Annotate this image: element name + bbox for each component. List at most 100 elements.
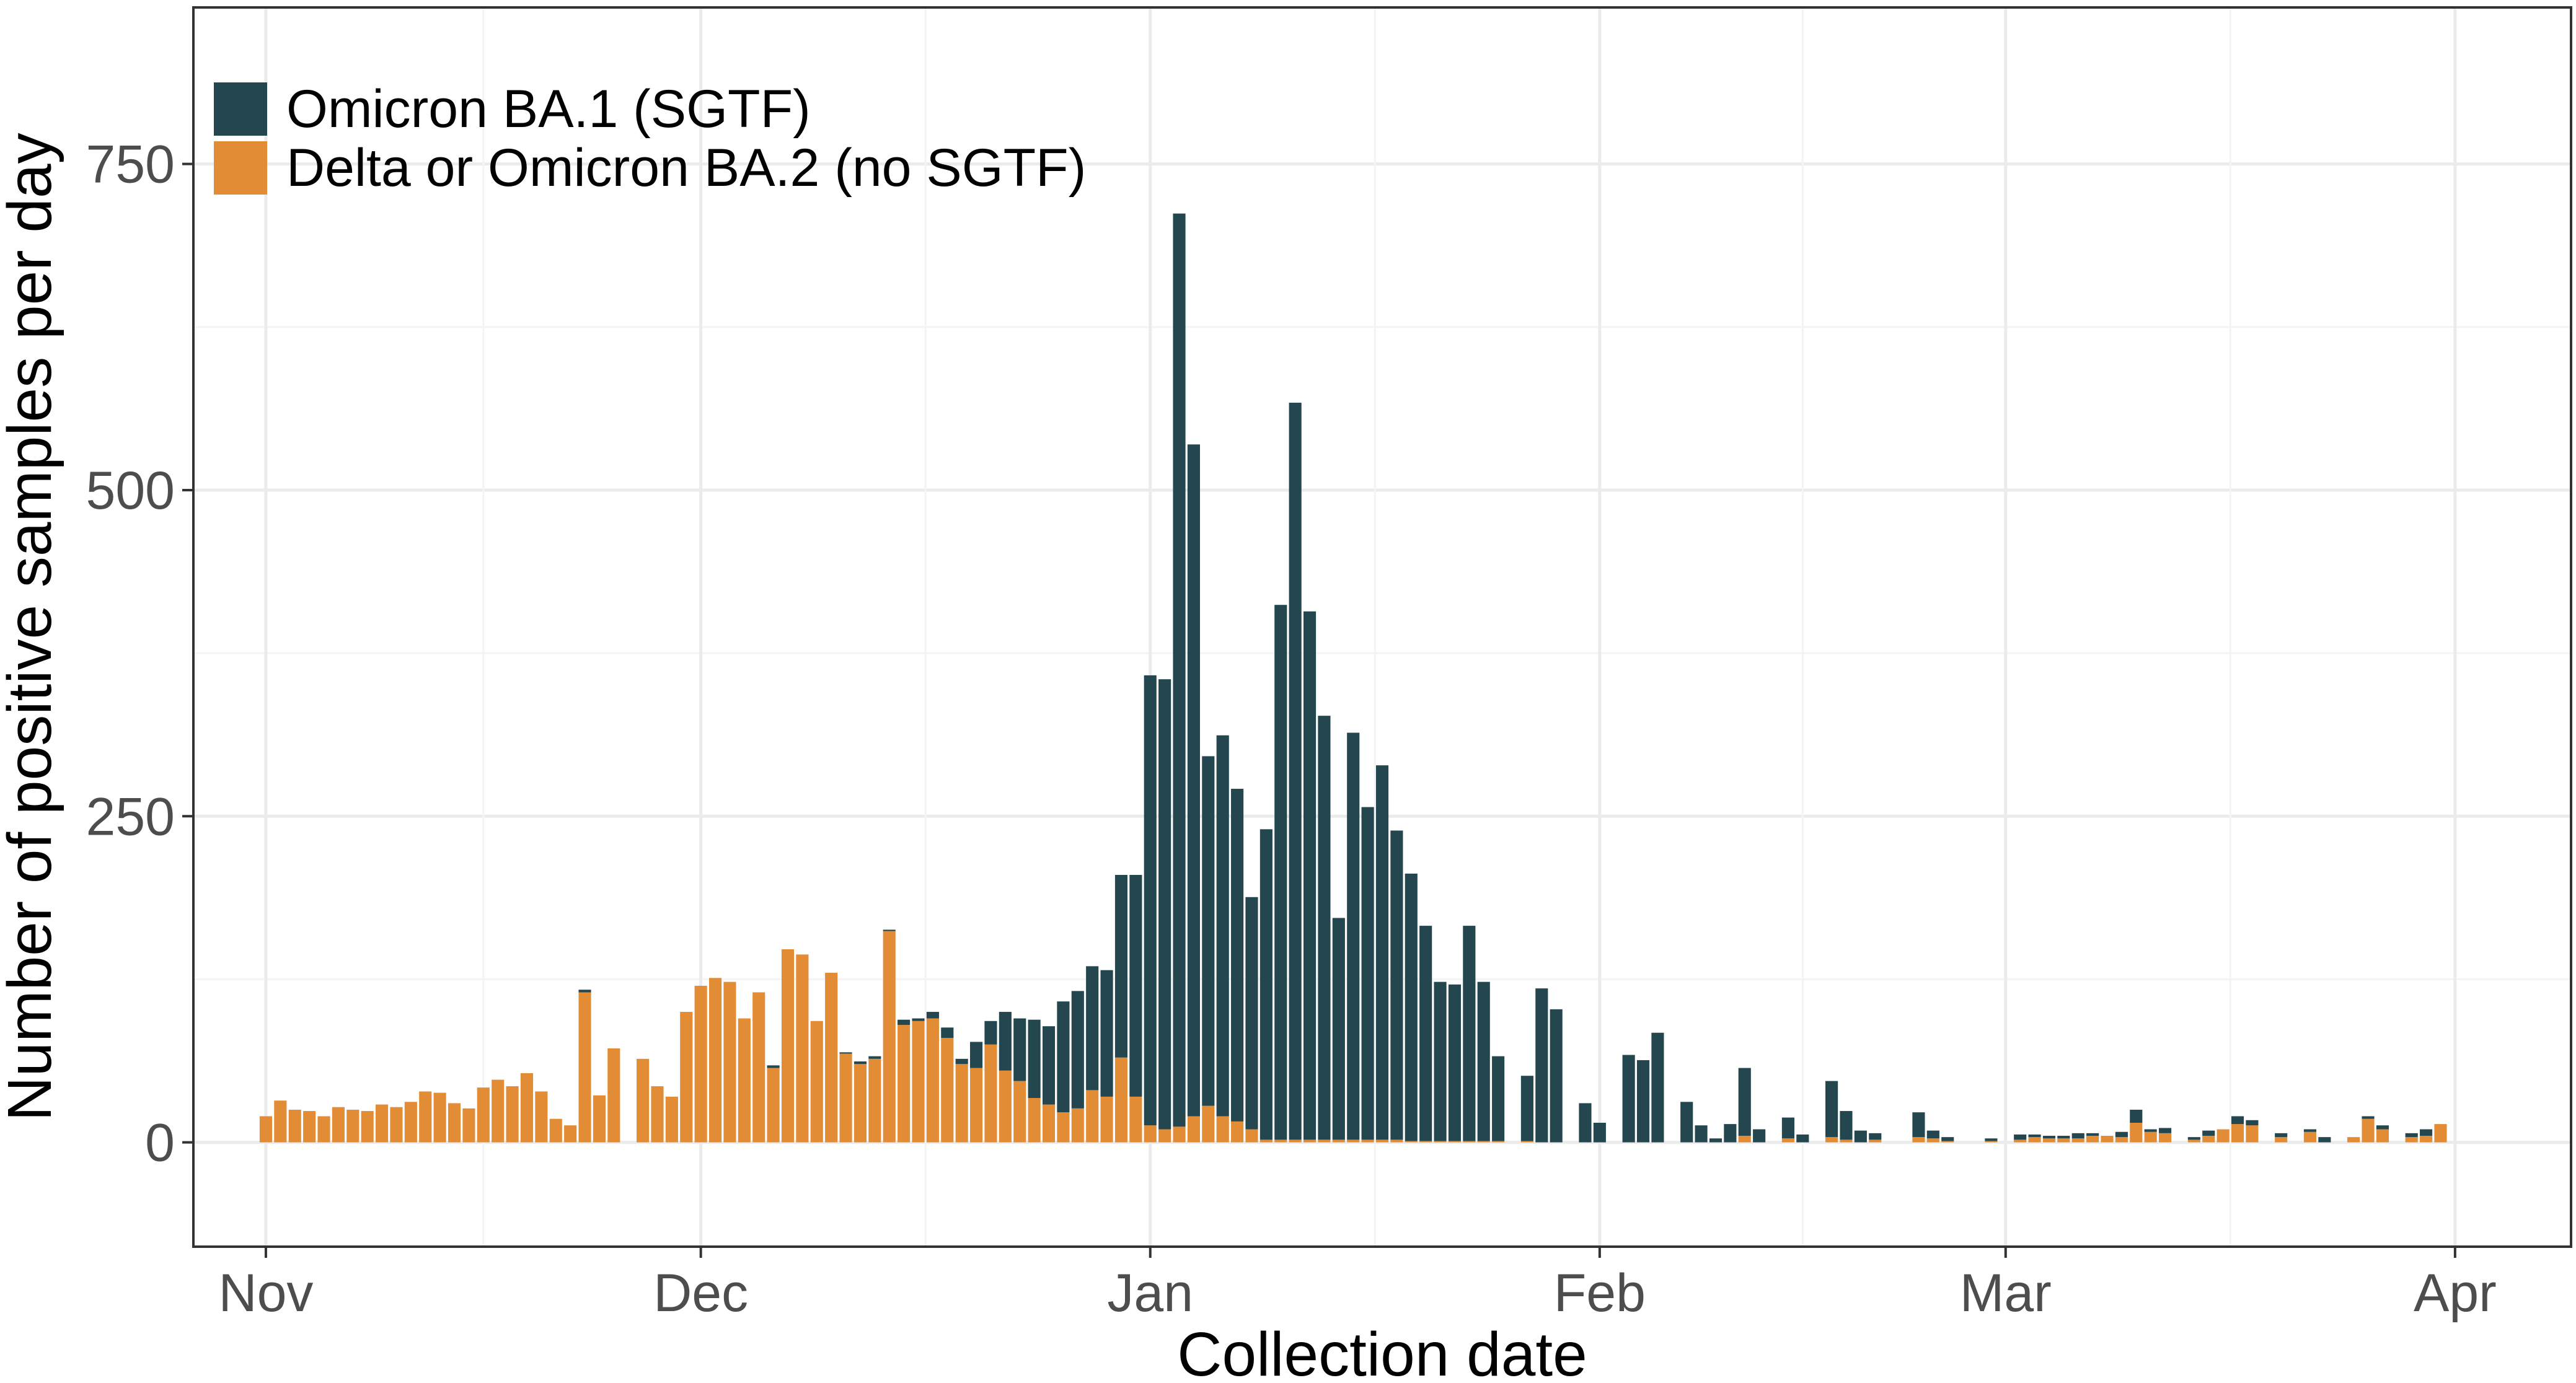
bar-omicron-ba1 [1042,1026,1056,1105]
y-tick-label: 750 [86,135,175,195]
bar-delta-or-ba2 [1405,1141,1418,1143]
x-axis-title: Collection date [1177,1320,1587,1383]
bar-omicron-ba1 [2376,1125,2389,1130]
bar-omicron-ba1 [1332,918,1345,1140]
bar-delta-or-ba2 [1245,1129,1258,1143]
bar-delta-or-ba2 [2362,1118,2375,1143]
bar-delta-or-ba2 [1347,1139,1360,1143]
bar-omicron-ba1 [1695,1125,1708,1143]
bar-delta-or-ba2 [1013,1081,1026,1143]
bar-omicron-ba1 [2028,1134,2041,1138]
bar-delta-or-ba2 [1100,1096,1113,1143]
bar-delta-or-ba2 [2115,1137,2128,1143]
bar-delta-or-ba2 [1477,1141,1490,1143]
bar-omicron-ba1 [1202,756,1215,1106]
bar-omicron-ba1 [1579,1103,1592,1143]
bar-omicron-ba1 [1651,1032,1664,1143]
bar-omicron-ba1 [1259,829,1273,1140]
bar-omicron-ba1 [1738,1068,1751,1136]
bar-omicron-ba1 [2071,1133,2084,1139]
bar-delta-or-ba2 [2042,1138,2056,1143]
bar-delta-or-ba2 [1318,1139,1331,1143]
bar-omicron-ba1 [1231,789,1244,1122]
bar-delta-or-ba2 [433,1092,446,1143]
bar-omicron-ba1 [1390,830,1403,1140]
bar-delta-or-ba2 [781,949,795,1143]
bar-delta-or-ba2 [1419,1141,1432,1143]
bar-omicron-ba1 [2362,1116,2375,1119]
bar-omicron-ba1 [1753,1129,1766,1143]
bar-omicron-ba1 [912,1018,925,1021]
bar-delta-or-ba2 [2101,1136,2114,1143]
bar-omicron-ba1 [767,1065,780,1068]
bar-delta-or-ba2 [1840,1139,1853,1143]
bar-delta-or-ba2 [1129,1096,1142,1143]
bar-omicron-ba1 [1492,1056,1505,1141]
bar-delta-or-ba2 [1390,1139,1403,1143]
bar-delta-or-ba2 [1869,1139,1882,1143]
bar-delta-or-ba2 [984,1044,997,1143]
bar-delta-or-ba2 [1289,1139,1302,1143]
bar-delta-or-ba2 [1781,1138,1794,1143]
bar-delta-or-ba2 [839,1053,852,1143]
bar-delta-or-ba2 [1071,1108,1084,1143]
bar-delta-or-ba2 [2217,1129,2230,1143]
bar-delta-or-ba2 [868,1058,881,1143]
bar-delta-or-ba2 [1057,1112,1070,1143]
bar-omicron-ba1 [1550,1009,1563,1143]
bar-omicron-ba1 [1114,875,1128,1058]
bar-delta-or-ba2 [708,978,722,1143]
bar-omicron-ba1 [2042,1136,2056,1139]
bar-delta-or-ba2 [2159,1133,2172,1143]
bar-delta-or-ba2 [1303,1139,1317,1143]
bar-omicron-ba1 [1912,1112,1925,1138]
bar-delta-or-ba2 [898,1025,911,1143]
bar-omicron-ba1 [1129,875,1142,1097]
bar-delta-or-ba2 [317,1116,330,1143]
bar-omicron-ba1 [1405,873,1418,1141]
legend-swatch-omicron-ba1 [214,82,267,136]
bar-omicron-ba1 [1100,970,1113,1097]
bar-omicron-ba1 [1985,1138,1998,1141]
bar-omicron-ba1 [1158,679,1171,1130]
bar-omicron-ba1 [2405,1133,2418,1138]
bar-delta-or-ba2 [288,1109,301,1143]
bar-omicron-ba1 [1013,1018,1026,1081]
bar-omicron-ba1 [2231,1116,2244,1125]
bar-delta-or-ba2 [926,1018,939,1143]
bar-delta-or-ba2 [448,1103,461,1143]
bar-delta-or-ba2 [665,1096,678,1143]
bar-delta-or-ba2 [1375,1139,1389,1143]
bar-omicron-ba1 [1854,1130,1867,1143]
bar-delta-or-ba2 [637,1058,650,1143]
bar-omicron-ba1 [984,1021,997,1045]
bar-delta-or-ba2 [796,954,809,1143]
bar-delta-or-ba2 [2420,1136,2433,1143]
bar-omicron-ba1 [2159,1128,2172,1133]
legend-label-omicron-ba1: Omicron BA.1 (SGTF) [286,79,811,139]
bar-omicron-ba1 [1622,1055,1635,1143]
bar-omicron-ba1 [1028,1019,1041,1098]
bar-delta-or-ba2 [2434,1124,2447,1143]
bar-delta-or-ba2 [1463,1141,1476,1143]
bar-omicron-ba1 [1303,611,1317,1140]
bar-omicron-ba1 [2187,1137,2200,1140]
legend-label-delta-or-ba2: Delta or Omicron BA.2 (no SGTF) [286,138,1086,198]
bar-delta-or-ba2 [376,1104,389,1143]
bar-omicron-ba1 [1535,988,1548,1143]
bar-delta-or-ba2 [825,972,838,1143]
bar-delta-or-ba2 [2347,1137,2360,1143]
bar-delta-or-ba2 [520,1073,534,1143]
bar-delta-or-ba2 [810,1021,823,1143]
bar-delta-or-ba2 [535,1091,548,1143]
bar-omicron-ba1 [2115,1131,2128,1138]
bar-delta-or-ba2 [1825,1137,1838,1143]
bar-omicron-ba1 [1724,1124,1737,1143]
bar-delta-or-ba2 [1231,1121,1244,1143]
gridlines [193,7,2571,1247]
bar-omicron-ba1 [955,1058,968,1065]
bar-omicron-ba1 [1086,966,1099,1091]
bar-delta-or-ba2 [1158,1129,1171,1143]
y-tick-label: 250 [86,787,175,846]
